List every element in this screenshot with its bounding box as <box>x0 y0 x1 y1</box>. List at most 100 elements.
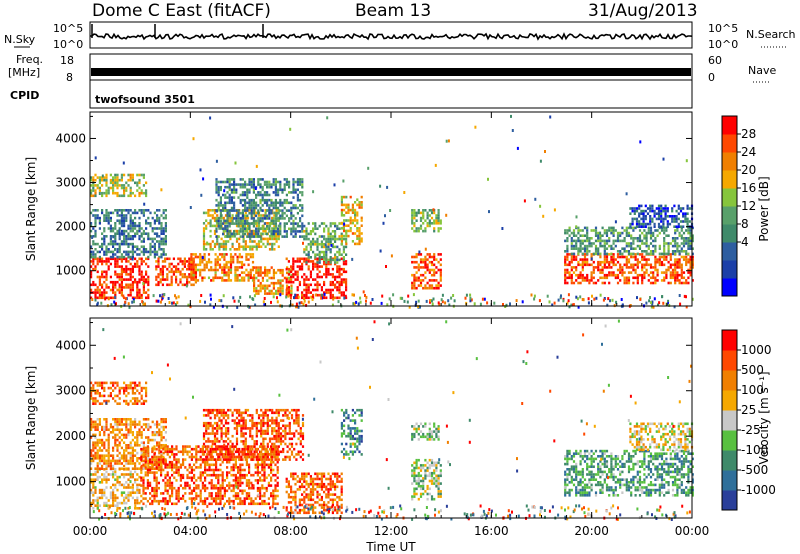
power-echo-cell <box>325 258 328 262</box>
power-echo-cell <box>275 209 278 212</box>
power-echo-cell <box>226 227 229 231</box>
velocity-echo-cell <box>142 476 145 480</box>
velocity-echo-cell <box>90 436 93 439</box>
power-echo-cell <box>272 274 275 277</box>
power-echo-cell <box>134 194 137 198</box>
power-echo-cell <box>162 232 165 235</box>
power-echo-cell <box>290 222 293 225</box>
velocity-echo-cell <box>142 467 145 470</box>
power-echo-cell <box>230 232 233 236</box>
power-echo-cell <box>164 229 167 233</box>
power-echo-cell <box>652 276 655 280</box>
power-echo-cell <box>638 222 641 226</box>
power-echo-cell <box>105 296 108 300</box>
power-echo-cell <box>246 183 249 186</box>
power-echo-cell <box>160 214 163 217</box>
power-echo-cell <box>123 191 126 195</box>
velocity-echo-cell <box>129 446 132 450</box>
power-echo-cell <box>564 279 567 282</box>
power-echo-cell <box>241 217 244 220</box>
velocity-echo-cell <box>175 466 178 469</box>
velocity-echo-cell <box>120 457 123 460</box>
power-echo-cell <box>586 263 589 267</box>
power-echo-cell <box>608 253 611 256</box>
power-echo-cell <box>336 261 339 264</box>
power-scatter-cell <box>587 301 590 305</box>
power-echo-cell <box>327 270 330 274</box>
power-echo-cell <box>203 263 206 267</box>
power-echo-cell <box>279 232 282 236</box>
power-echo-cell <box>685 258 688 261</box>
power-echo-cell <box>331 267 334 271</box>
power-echo-cell <box>314 283 317 287</box>
power-echo-cell <box>287 288 290 292</box>
power-echo-cell <box>177 257 180 261</box>
velocity-echo-cell <box>177 489 180 493</box>
power-echo-cell <box>340 232 343 236</box>
power-echo-cell <box>632 255 635 259</box>
power-echo-cell <box>147 293 150 297</box>
power-echo-cell <box>105 209 108 212</box>
velocity-echo-cell <box>105 420 108 424</box>
power-echo-cell <box>127 184 130 187</box>
power-echo-cell <box>689 271 692 274</box>
velocity-echo-cell <box>142 418 145 421</box>
power-echo-cell <box>632 266 635 269</box>
power-echo-cell <box>260 232 263 235</box>
velocity-echo-cell <box>166 450 169 454</box>
velocity-echo-cell <box>136 433 139 437</box>
velocity-echo-cell <box>116 438 119 442</box>
power-echo-cell <box>257 227 260 231</box>
velocity-echo-cell <box>147 441 150 444</box>
power-echo-cell <box>645 263 648 267</box>
power-echo-cell <box>301 227 304 231</box>
power-echo-cell <box>107 267 110 271</box>
power-echo-cell <box>101 296 104 300</box>
power-echo-cell <box>627 271 631 274</box>
velocity-echo-cell <box>101 438 104 442</box>
power-echo-cell <box>303 280 306 284</box>
velocity-echo-cell <box>136 389 139 392</box>
velocity-echo-cell <box>118 418 121 421</box>
power-echo-cell <box>261 204 264 207</box>
power-echo-cell <box>433 279 436 282</box>
power-echo-cell <box>183 260 186 263</box>
power-echo-cell <box>247 258 250 261</box>
power-echo-cell <box>118 214 121 217</box>
power-echo-cell <box>290 209 293 212</box>
power-echo-cell <box>301 222 304 225</box>
power-isolated-cell <box>614 220 617 224</box>
power-echo-cell <box>252 188 255 192</box>
power-echo-cell <box>105 275 108 279</box>
power-echo-cell <box>190 278 193 281</box>
power-echo-cell <box>314 253 317 256</box>
velocity-echo-cell <box>153 499 156 503</box>
power-isolated-cell <box>209 116 212 120</box>
power-scatter-cell <box>331 303 334 307</box>
power-echo-cell <box>676 237 679 240</box>
velocity-echo-cell <box>92 499 95 502</box>
power-echo-cell <box>138 278 141 281</box>
power-echo-cell <box>266 237 269 241</box>
velocity-echo-cell <box>123 433 126 437</box>
power-echo-cell <box>259 178 262 181</box>
power-echo-cell <box>231 214 234 217</box>
power-echo-cell <box>138 237 141 241</box>
power-echo-cell <box>338 291 341 294</box>
power-echo-cell <box>228 193 231 197</box>
power-echo-cell <box>261 188 264 192</box>
power-echo-cell <box>329 273 332 276</box>
velocity-echo-cell <box>144 463 147 467</box>
power-echo-cell <box>277 245 280 248</box>
power-echo-cell <box>616 268 620 272</box>
velocity-echo-cell <box>173 502 176 506</box>
power-echo-cell <box>298 265 301 268</box>
power-echo-cell <box>616 231 620 235</box>
power-echo-cell <box>103 250 106 254</box>
power-scatter-cell <box>310 295 313 299</box>
power-echo-cell <box>292 191 295 194</box>
power-echo-cell <box>194 279 197 282</box>
power-echo-cell <box>314 265 317 268</box>
power-echo-cell <box>638 273 642 277</box>
power-echo-cell <box>248 180 251 184</box>
